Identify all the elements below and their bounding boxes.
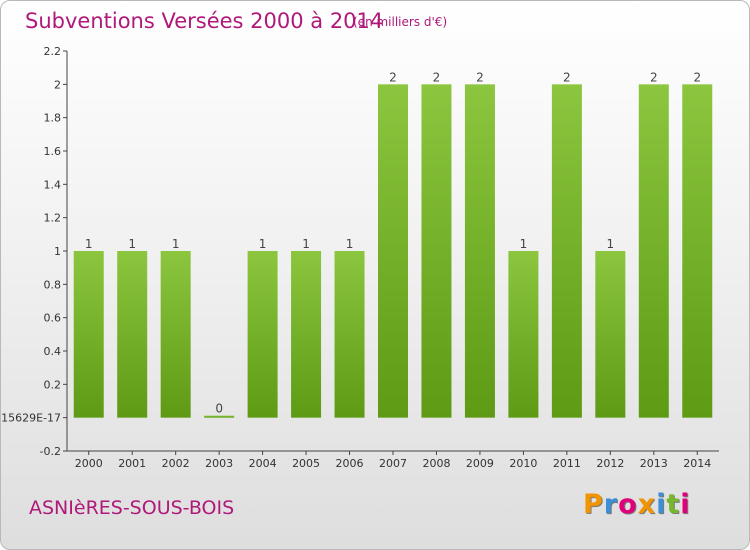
- x-tick-label: 2012: [596, 457, 624, 470]
- bar: [117, 251, 148, 418]
- bar-value-label: 1: [259, 237, 267, 251]
- bar: [682, 84, 713, 418]
- bar-value-label: 2: [476, 70, 484, 84]
- y-tick-label: 1: [54, 245, 61, 258]
- bar: [551, 84, 582, 418]
- bar-value-label: 1: [607, 237, 615, 251]
- y-tick-label: 0.6: [44, 312, 62, 325]
- bar: [160, 251, 191, 418]
- bar-value-label: 1: [172, 237, 180, 251]
- x-tick-label: 2006: [336, 457, 364, 470]
- brand-letter: o: [618, 489, 638, 520]
- bar-value-label: 0: [215, 402, 223, 416]
- bar: [595, 251, 626, 418]
- brand-letter: P: [583, 489, 604, 520]
- y-tick-label: 0.4: [44, 345, 62, 358]
- bar: [247, 251, 278, 418]
- bar-value-label: 1: [302, 237, 310, 251]
- y-tick-label: 2: [54, 78, 61, 91]
- brand-letter: i: [680, 489, 691, 520]
- brand-letter: r: [603, 489, 619, 520]
- x-tick-label: 2001: [118, 457, 146, 470]
- x-tick-label: 2009: [466, 457, 494, 470]
- y-tick-label: -0.2: [40, 445, 61, 458]
- bar-value-label: 2: [650, 70, 658, 84]
- bar: [291, 251, 322, 418]
- x-tick-label: 2007: [379, 457, 407, 470]
- bar: [638, 84, 669, 418]
- x-tick-label: 2005: [292, 457, 320, 470]
- brand-letter: t: [666, 489, 681, 520]
- brand-letter: x: [637, 489, 657, 520]
- bar: [73, 251, 104, 418]
- x-tick-label: 2013: [640, 457, 668, 470]
- bar: [508, 251, 539, 418]
- y-tick-label: 1.6: [44, 145, 62, 158]
- bar: [378, 84, 408, 418]
- unit-note: (en milliers d'€): [353, 15, 448, 29]
- x-tick-label: 2002: [162, 457, 190, 470]
- bar-value-label: 1: [346, 237, 354, 251]
- x-tick-label: 2000: [75, 457, 103, 470]
- y-tick-label: 0.2: [44, 378, 62, 391]
- bar-value-label: 2: [389, 70, 397, 84]
- x-tick-label: 2011: [553, 457, 581, 470]
- y-tick-label: 2.2: [44, 45, 62, 58]
- x-tick-label: 2014: [683, 457, 711, 470]
- y-tick-label: 1.8: [44, 112, 62, 125]
- proxiti-logo: Proxiti: [583, 489, 691, 520]
- bar-value-label: 1: [520, 237, 528, 251]
- chart-title: Subventions Versées 2000 à 2014: [25, 9, 384, 33]
- x-tick-label: 2010: [509, 457, 537, 470]
- bar-value-label: 1: [85, 237, 93, 251]
- bar-value-label: 2: [563, 70, 571, 84]
- bar-value-label: 2: [693, 70, 701, 84]
- y-tick-label: -1.15629E-17: [1, 412, 61, 425]
- y-tick-label: 1.2: [44, 212, 62, 225]
- bar: [334, 251, 365, 418]
- commune-name: ASNIèRES-SOUS-BOIS: [29, 497, 235, 519]
- bar-value-label: 1: [128, 237, 136, 251]
- bar: [421, 84, 452, 418]
- bar: [204, 415, 235, 418]
- y-tick-label: 1.4: [44, 178, 62, 191]
- bar-value-label: 2: [433, 70, 441, 84]
- x-tick-label: 2004: [249, 457, 277, 470]
- x-tick-label: 2008: [422, 457, 450, 470]
- bar: [464, 84, 495, 418]
- brand-letter: i: [656, 489, 667, 520]
- x-tick-label: 2003: [205, 457, 233, 470]
- y-tick-label: 0.8: [44, 278, 62, 291]
